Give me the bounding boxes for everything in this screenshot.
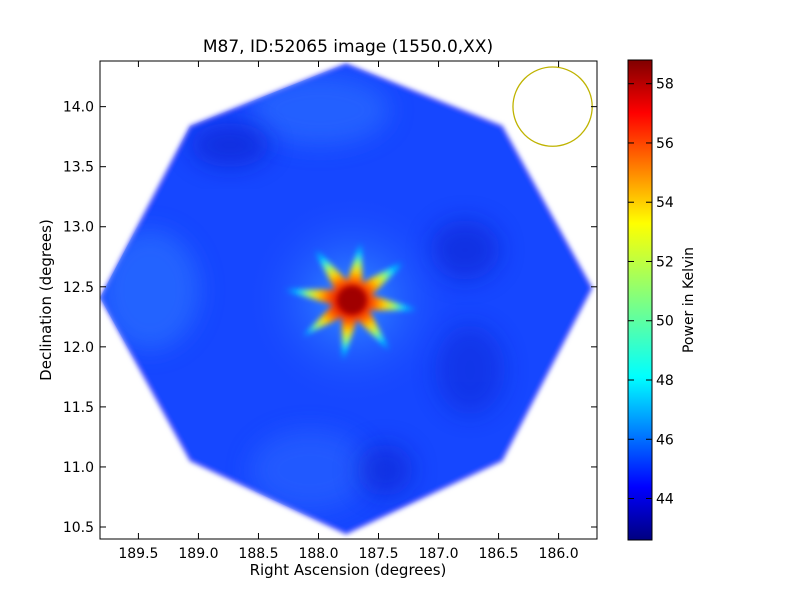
field-patch-top <box>250 75 390 145</box>
colorbar-tick-label: 48 <box>656 373 674 389</box>
y-tick-label: 13.5 <box>63 160 94 176</box>
beam-circle <box>512 66 593 147</box>
x-axis-label: Right Ascension (degrees) <box>250 561 447 579</box>
field-patch-dark-topleft <box>190 123 270 167</box>
chart-title: M87, ID:52065 image (1550.0,XX) <box>203 37 493 57</box>
y-tick-label: 13.0 <box>63 220 94 236</box>
y-tick-label: 12.0 <box>63 340 94 356</box>
x-tick-label: 189.5 <box>118 546 158 562</box>
y-tick-label: 11.5 <box>63 400 94 416</box>
x-tick-label: 188.0 <box>298 546 338 562</box>
colorbar-tick-label: 44 <box>656 492 674 508</box>
colorbar-tick-label: 46 <box>656 432 674 448</box>
x-axis: 189.5 189.0 188.5 188.0 187.5 187.0 186.5 186.0 <box>118 61 579 562</box>
colorbar-tick-label: 54 <box>656 195 674 211</box>
colorbar-tick-label: 56 <box>656 136 674 152</box>
colorbar-ticks: 44 46 48 50 52 54 56 58 <box>628 77 674 508</box>
x-tick-label: 188.5 <box>238 546 278 562</box>
x-tick-label: 189.0 <box>178 546 218 562</box>
colorbar-tick-label: 52 <box>656 254 674 270</box>
y-axis: 10.5 11.0 11.5 12.0 12.5 13.0 13.5 14.0 <box>63 100 597 536</box>
colorbar: 44 46 48 50 52 54 56 58 Power in Kelvin <box>627 59 697 541</box>
field-patch-left <box>100 230 200 350</box>
source-core <box>338 286 367 314</box>
x-tick-label: 186.5 <box>479 546 519 562</box>
y-tick-label: 12.5 <box>63 280 94 296</box>
y-tick-label: 10.5 <box>63 520 94 536</box>
colorbar-gradient <box>627 59 653 541</box>
colorbar-tick-label: 50 <box>656 314 674 330</box>
plot-area <box>100 62 594 536</box>
y-axis-label: Declination (degrees) <box>37 219 55 381</box>
field-patch-dark-bottom <box>357 444 413 496</box>
colorbar-label: Power in Kelvin <box>681 247 697 353</box>
field-patch-dark-lowright <box>435 325 505 415</box>
x-tick-label: 186.0 <box>539 546 579 562</box>
colorbar-tick-label: 58 <box>656 77 674 93</box>
plot-frame <box>99 60 598 540</box>
field-patch-bottom <box>250 430 370 510</box>
x-tick-label: 187.0 <box>418 546 458 562</box>
x-tick-label: 187.5 <box>358 546 398 562</box>
y-tick-label: 11.0 <box>63 460 94 476</box>
y-tick-label: 14.0 <box>63 100 94 116</box>
field-structure <box>100 75 505 510</box>
